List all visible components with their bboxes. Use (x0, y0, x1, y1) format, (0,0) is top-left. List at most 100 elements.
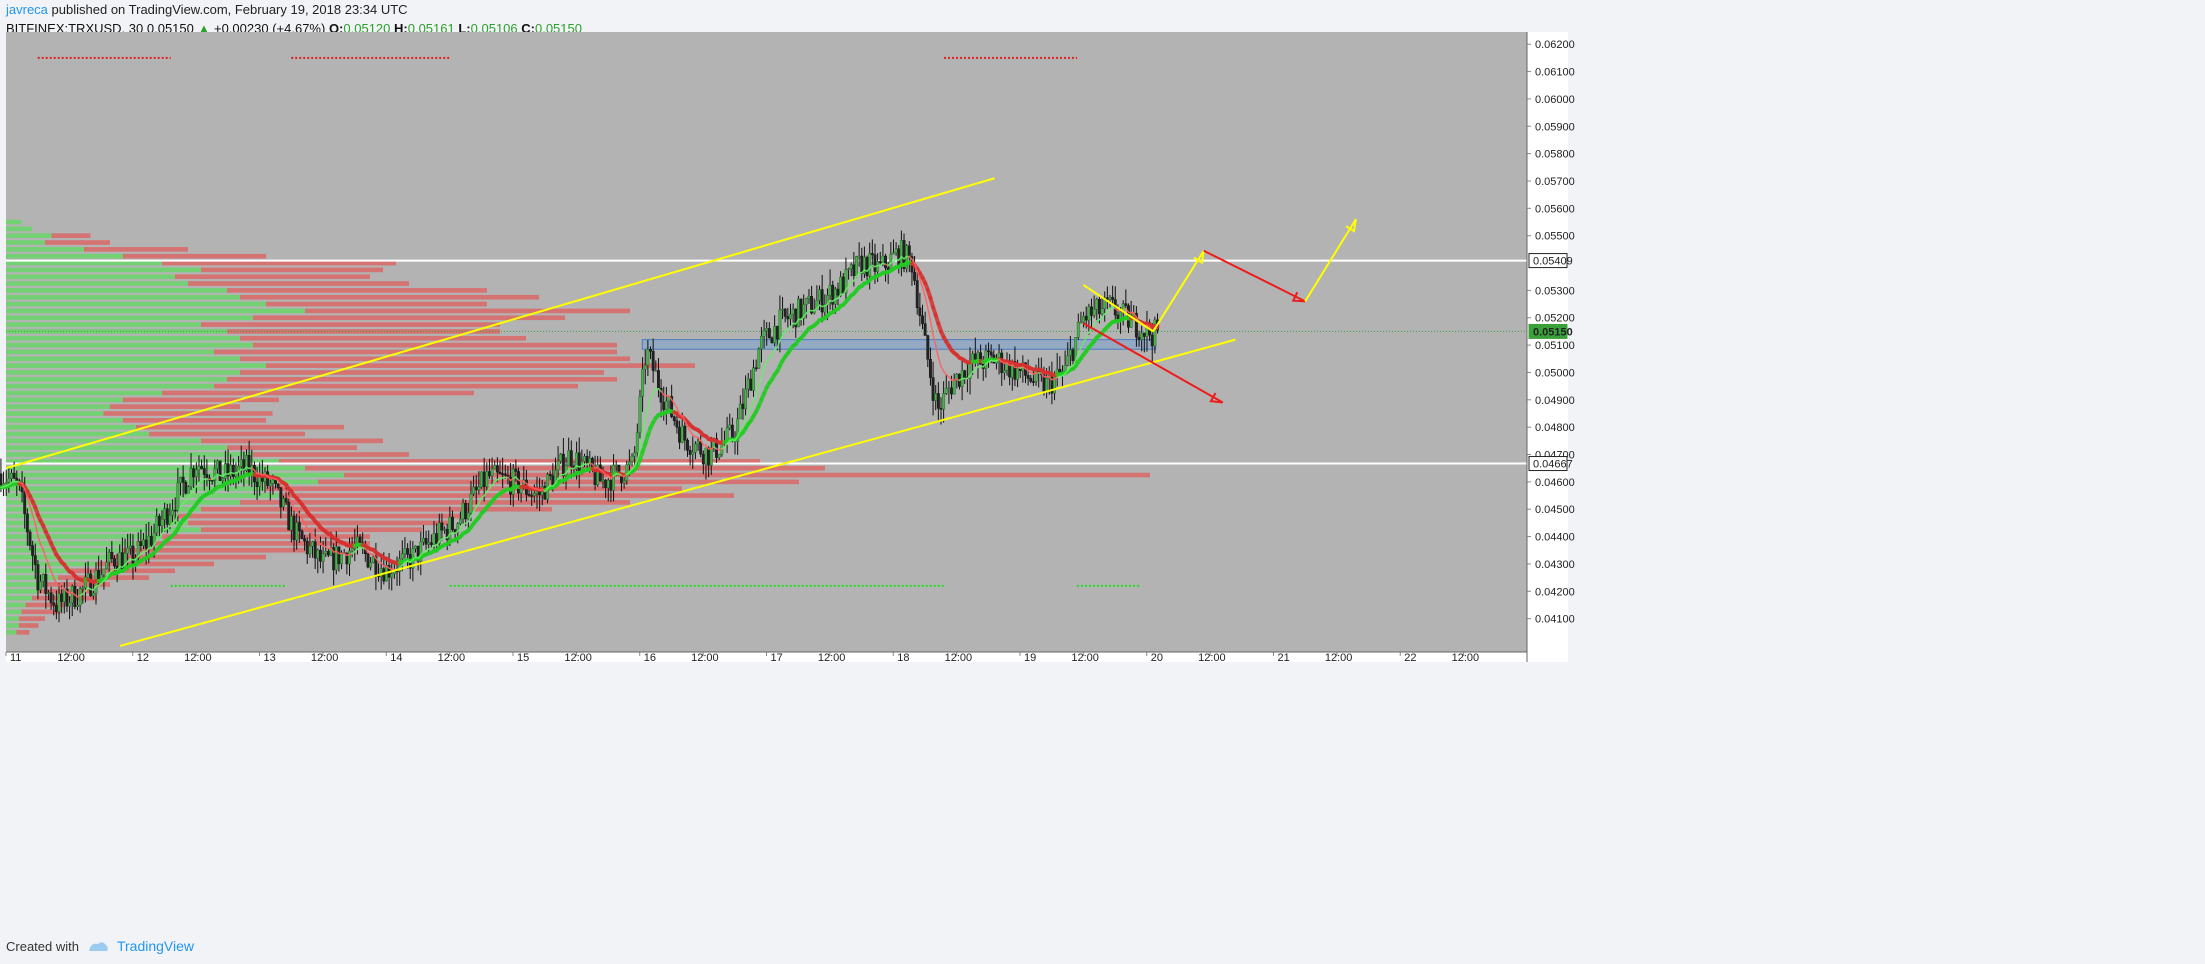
volume-profile-up-bar (6, 315, 253, 321)
candle-body (1103, 297, 1107, 309)
volume-profile-up-bar (6, 363, 266, 368)
candle-body (1097, 299, 1101, 315)
candle-body (913, 271, 917, 281)
candle-body (952, 380, 956, 395)
candle-body (324, 551, 328, 555)
volume-profile-up-bar (6, 452, 253, 457)
candle-body (49, 592, 53, 604)
volume-profile-down-bar (162, 260, 396, 266)
candle-body (651, 351, 655, 371)
ema-fast-line (689, 430, 694, 436)
volume-profile-up-bar (6, 623, 19, 628)
candle-body (419, 541, 423, 562)
trendline (1082, 284, 1154, 333)
x-tick-label: 22 (1404, 652, 1416, 664)
tradingview-logo-icon (88, 942, 108, 951)
candle-body (498, 471, 502, 475)
ema-fast-line (478, 497, 483, 505)
volume-profile-down-bar (201, 267, 383, 273)
candle-body (435, 533, 439, 544)
candle-body (778, 309, 782, 340)
x-tick-label: 12 (137, 652, 149, 664)
candle-body (311, 541, 314, 547)
ema-fast-line (470, 510, 475, 518)
volume-profile-up-bar (6, 219, 22, 225)
candle-body (305, 540, 309, 555)
candle-body (659, 387, 663, 403)
published-text: published on TradingView.com, February 1… (51, 2, 408, 17)
ema-fast-line (475, 502, 480, 509)
x-tick-label: 12:00 (945, 652, 973, 664)
volume-profile-down-bar (136, 541, 370, 546)
candle-body (736, 418, 740, 442)
candle-body (926, 335, 930, 360)
ema-fast-line (174, 513, 179, 522)
ema-fast-line (446, 533, 451, 539)
y-tick-label: 0.04400 (1535, 532, 1575, 544)
volume-profile-up-bar (6, 397, 123, 403)
candle-body (334, 546, 338, 571)
ema-fast-line (187, 492, 192, 500)
candle-body (1066, 355, 1070, 366)
volume-profile-up-bar (6, 322, 201, 327)
candle-body (1071, 349, 1075, 361)
volume-profile-down-bar (253, 315, 565, 321)
candle-body (142, 539, 145, 547)
candle-body (583, 456, 586, 462)
ema-fast-line (37, 535, 42, 545)
volume-profile-down-bar (214, 349, 617, 355)
ema-fast-line (934, 344, 940, 358)
candle-body (767, 328, 771, 339)
volume-profile-down-bar (162, 390, 474, 396)
volume-profile-up-bar (6, 595, 32, 601)
time-axis-panel (6, 652, 1527, 662)
ema-fast-line (649, 392, 654, 399)
candle-body (709, 447, 713, 466)
volume-profile-down-bar (16, 630, 30, 635)
tradingview-brand-link[interactable]: TradingView (116, 938, 195, 954)
volume-profile-down-bar (266, 301, 487, 307)
candle-body (643, 365, 647, 370)
candle-body (303, 538, 307, 542)
candle-body (289, 515, 293, 531)
candle-body (31, 545, 35, 556)
candle-body (646, 349, 650, 366)
candle-body (429, 542, 433, 545)
candle-body (630, 455, 634, 462)
volume-profile-down-bar (103, 411, 273, 416)
candle-body (292, 515, 296, 541)
candle-body (538, 491, 542, 496)
x-tick-label: 12:00 (1071, 652, 1099, 664)
y-tick-label: 0.04600 (1535, 477, 1575, 489)
candle-body (1142, 332, 1146, 337)
candle-body (1068, 349, 1072, 356)
candle-body (282, 498, 285, 508)
ema-fast-line (924, 295, 929, 309)
candle-body (881, 255, 885, 264)
candle-body (213, 468, 217, 481)
candle-body (923, 323, 927, 336)
candle-body (480, 471, 483, 488)
volume-profile-up-bar (6, 561, 97, 567)
candle-body (1087, 306, 1091, 321)
candle-body (28, 531, 32, 546)
candle-body (503, 473, 507, 476)
volume-profile-down-bar (253, 342, 617, 348)
y-tick-label: 0.05800 (1535, 149, 1575, 161)
author-link[interactable]: javreca (6, 2, 48, 17)
ema-fast-line (1085, 331, 1090, 339)
y-tick-label: 0.05200 (1535, 313, 1575, 325)
candle-body (316, 549, 320, 559)
ema-fast-line (932, 334, 937, 347)
ema-fast-line (763, 360, 768, 370)
candle-body (907, 245, 911, 257)
volume-profile-up-bar (6, 260, 162, 266)
ema-fast-line (26, 496, 31, 507)
y-tick-label: 0.04300 (1535, 559, 1575, 571)
arrow-head-icon (1193, 250, 1205, 265)
y-tick-label: 0.05000 (1535, 367, 1575, 379)
candle-body (662, 401, 666, 410)
trendline (5, 177, 995, 470)
ema-fast-line (929, 319, 934, 336)
